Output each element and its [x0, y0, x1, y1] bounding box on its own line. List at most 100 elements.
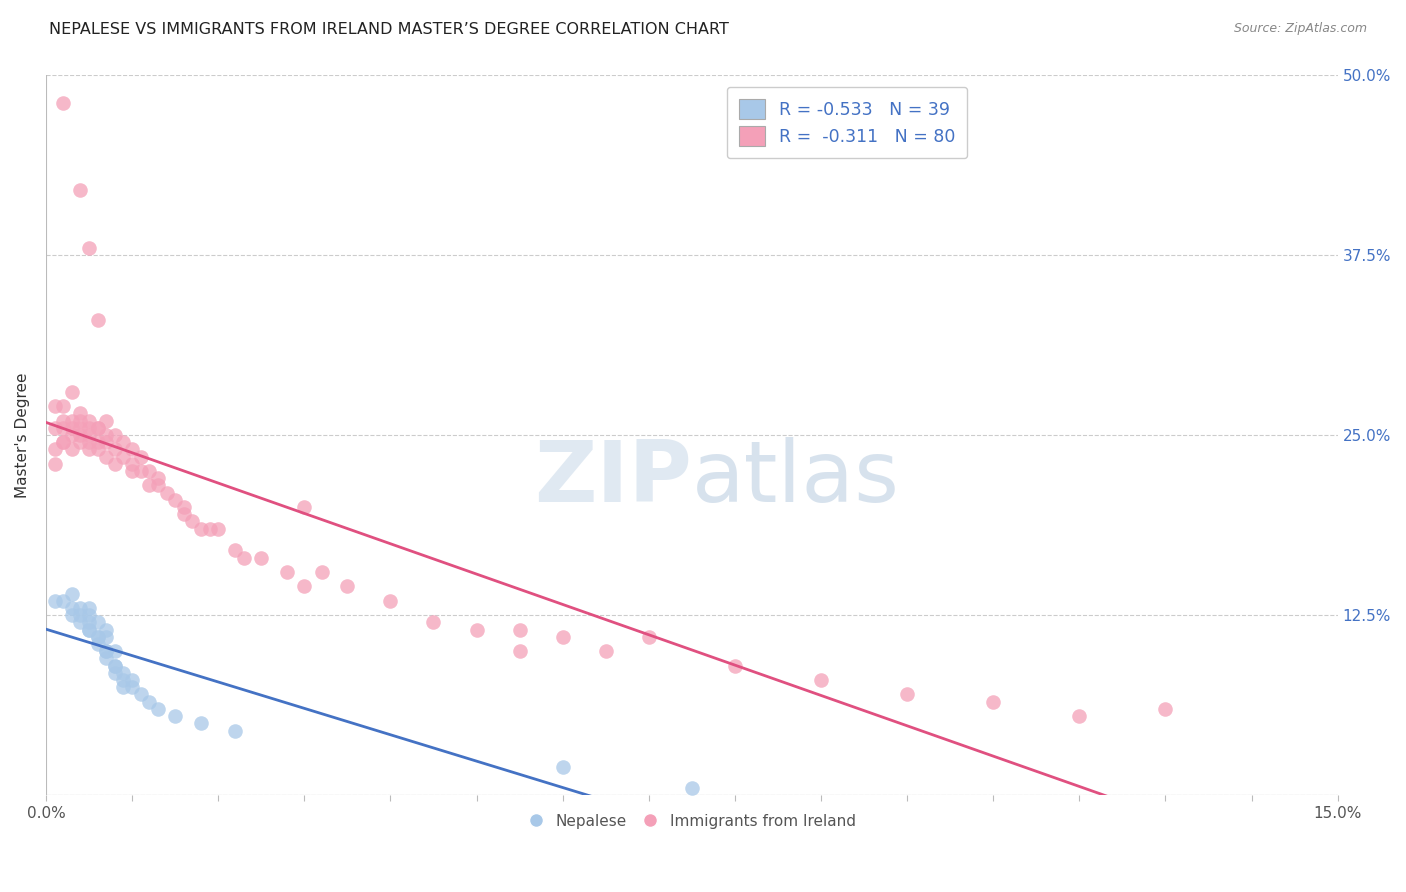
Point — [69, 428, 91, 442]
Text: atlas: atlas — [692, 437, 900, 520]
Point — [60, 413, 83, 427]
Point — [96, 644, 118, 658]
Point — [77, 615, 100, 630]
Point — [311, 565, 333, 579]
Point — [173, 508, 195, 522]
Point — [44, 421, 66, 435]
Point — [112, 680, 135, 694]
Point — [86, 442, 108, 457]
Point — [637, 630, 659, 644]
Point — [86, 421, 108, 435]
Point — [681, 781, 703, 796]
Point — [276, 565, 298, 579]
Point — [77, 413, 100, 427]
Point — [465, 623, 488, 637]
Point — [60, 608, 83, 623]
Point — [86, 615, 108, 630]
Point — [86, 630, 108, 644]
Point — [60, 442, 83, 457]
Point — [77, 435, 100, 450]
Point — [96, 623, 118, 637]
Point — [146, 478, 169, 492]
Point — [104, 658, 127, 673]
Point — [77, 601, 100, 615]
Point — [77, 623, 100, 637]
Point — [165, 492, 187, 507]
Point — [52, 399, 75, 413]
Point — [86, 312, 108, 326]
Point — [724, 658, 747, 673]
Point — [250, 550, 273, 565]
Point — [146, 471, 169, 485]
Point — [112, 450, 135, 464]
Point — [104, 658, 127, 673]
Point — [121, 442, 143, 457]
Point — [112, 665, 135, 680]
Point — [60, 601, 83, 615]
Point — [233, 550, 256, 565]
Point — [422, 615, 444, 630]
Point — [69, 601, 91, 615]
Point — [96, 450, 118, 464]
Point — [104, 644, 127, 658]
Point — [155, 485, 177, 500]
Point — [44, 457, 66, 471]
Point — [121, 680, 143, 694]
Point — [138, 478, 160, 492]
Point — [138, 695, 160, 709]
Point — [292, 579, 315, 593]
Point — [336, 579, 359, 593]
Point — [60, 428, 83, 442]
Point — [380, 593, 402, 607]
Point — [96, 651, 118, 665]
Point — [60, 586, 83, 600]
Point — [69, 615, 91, 630]
Point — [138, 464, 160, 478]
Point — [181, 515, 204, 529]
Y-axis label: Master's Degree: Master's Degree — [15, 372, 30, 498]
Point — [96, 428, 118, 442]
Point — [69, 608, 91, 623]
Point — [60, 421, 83, 435]
Point — [77, 428, 100, 442]
Point — [52, 96, 75, 111]
Point — [896, 688, 918, 702]
Point — [96, 413, 118, 427]
Point — [1069, 709, 1091, 723]
Point — [96, 435, 118, 450]
Point — [69, 413, 91, 427]
Text: ZIP: ZIP — [534, 437, 692, 520]
Point — [198, 522, 221, 536]
Point — [129, 688, 152, 702]
Point — [69, 435, 91, 450]
Point — [104, 457, 127, 471]
Point — [129, 450, 152, 464]
Point — [52, 593, 75, 607]
Point — [1154, 702, 1177, 716]
Point — [69, 421, 91, 435]
Point — [224, 543, 246, 558]
Point — [224, 723, 246, 738]
Point — [292, 500, 315, 514]
Point — [509, 644, 531, 658]
Point — [551, 759, 574, 773]
Point — [121, 464, 143, 478]
Point — [96, 644, 118, 658]
Point — [86, 630, 108, 644]
Point — [551, 630, 574, 644]
Point — [595, 644, 617, 658]
Point — [129, 464, 152, 478]
Point — [52, 435, 75, 450]
Point — [44, 442, 66, 457]
Point — [112, 435, 135, 450]
Point — [104, 665, 127, 680]
Point — [112, 673, 135, 687]
Point — [121, 457, 143, 471]
Point — [77, 608, 100, 623]
Point — [77, 442, 100, 457]
Point — [44, 593, 66, 607]
Point — [121, 673, 143, 687]
Point — [52, 421, 75, 435]
Legend: Nepalese, Immigrants from Ireland: Nepalese, Immigrants from Ireland — [522, 807, 862, 835]
Point — [52, 435, 75, 450]
